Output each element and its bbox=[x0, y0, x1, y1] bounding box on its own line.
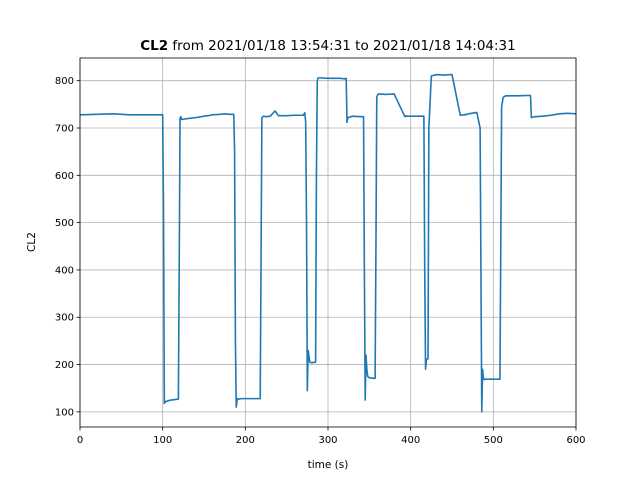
y-tick-label: 600 bbox=[55, 171, 74, 182]
x-tick-label: 0 bbox=[77, 435, 83, 446]
y-tick-label: 700 bbox=[55, 124, 74, 135]
y-tick-label: 800 bbox=[55, 76, 74, 87]
x-tick-label: 500 bbox=[484, 435, 503, 446]
y-axis-ticks: 100 200 300 400 500 600 700 800 bbox=[55, 76, 80, 418]
y-tick-label: 500 bbox=[55, 218, 74, 229]
x-tick-label: 600 bbox=[566, 435, 585, 446]
series-line-0 bbox=[80, 73, 576, 413]
chart-title: CL2 from 2021/01/18 13:54:31 to 2021/01/… bbox=[140, 38, 516, 54]
y-axis-label: CL2 bbox=[26, 232, 38, 252]
x-axis-label: time (s) bbox=[308, 459, 349, 471]
grid bbox=[79, 58, 577, 427]
x-tick-label: 400 bbox=[401, 435, 420, 446]
y-tick-label: 400 bbox=[55, 265, 74, 276]
chart-title-rest: from 2021/01/18 13:54:31 to 2021/01/18 1… bbox=[168, 38, 516, 54]
x-tick-label: 300 bbox=[318, 435, 337, 446]
x-tick-label: 100 bbox=[153, 435, 172, 446]
series-group bbox=[80, 73, 576, 413]
x-tick-label: 200 bbox=[236, 435, 255, 446]
y-tick-label: 100 bbox=[55, 407, 74, 418]
y-tick-label: 300 bbox=[55, 313, 74, 324]
y-tick-label: 200 bbox=[55, 360, 74, 371]
plot-area bbox=[80, 73, 576, 413]
x-axis-ticks: 0 100 200 300 400 500 600 bbox=[77, 427, 586, 446]
chart-title-bold: CL2 bbox=[140, 38, 168, 54]
